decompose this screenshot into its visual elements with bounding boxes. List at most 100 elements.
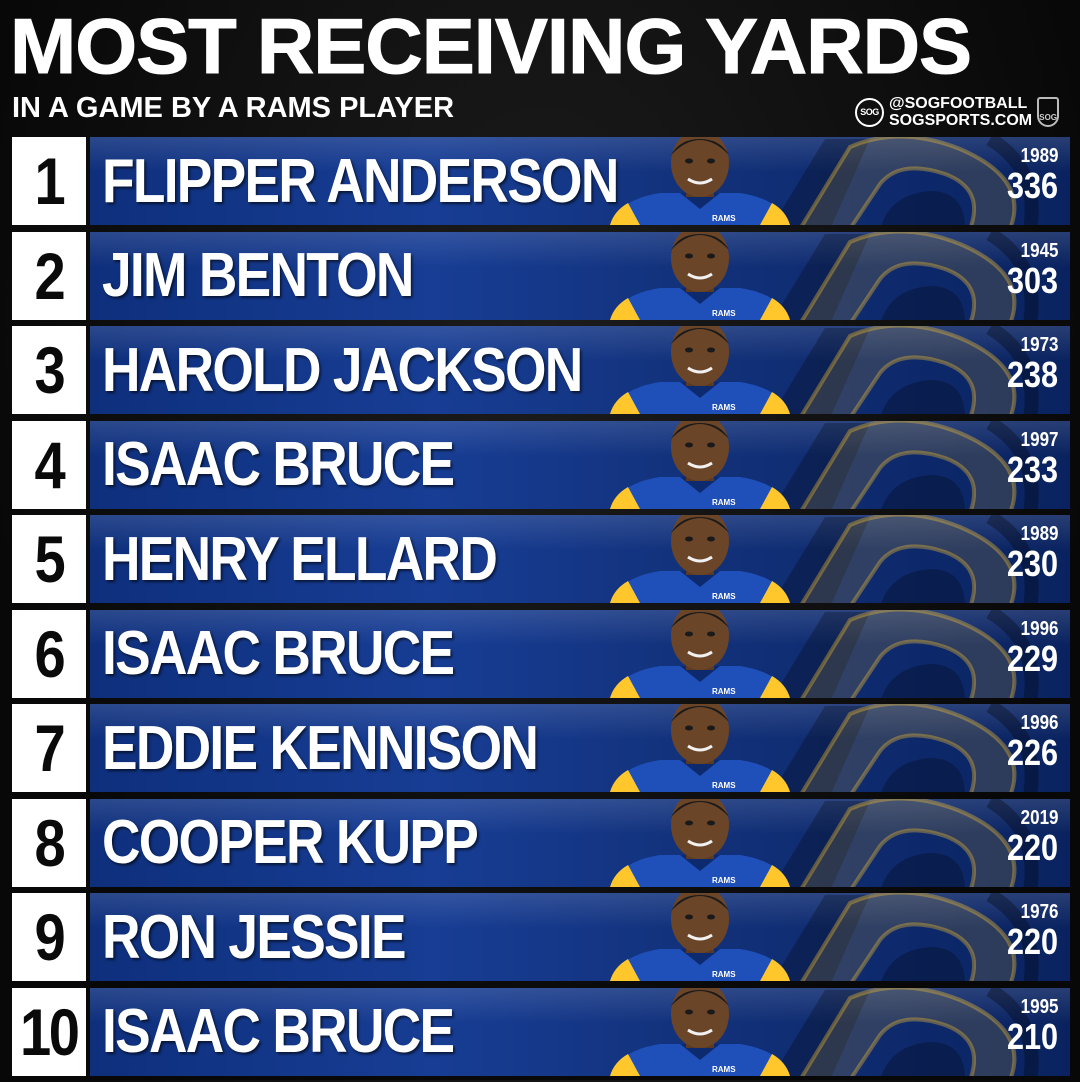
rank-box: 5 — [12, 515, 86, 603]
game-year: 1973 — [1020, 334, 1058, 356]
rank-number: 9 — [34, 900, 66, 974]
rank-number: 8 — [34, 805, 66, 880]
jersey-text: RAMS — [712, 498, 736, 507]
rams-logo-icon — [772, 987, 1039, 1076]
player-bar: RON JESSIE RAMS 1976 220 — [90, 893, 1070, 981]
rank-box: 9 — [12, 893, 86, 981]
ranking-row: 5 HENRY ELLARD — [12, 515, 1070, 603]
game-year: 1995 — [1020, 995, 1058, 1018]
stat-block: 1973 238 — [998, 334, 1058, 394]
receiving-yards: 226 — [1006, 732, 1058, 773]
player-name: HENRY ELLARD — [102, 524, 498, 594]
ranking-row: 2 JIM BENTON — [12, 231, 1070, 320]
bar-shine — [90, 798, 1070, 834]
ranking-list: 1 FLIPPER ANDERSON — [12, 137, 1070, 1082]
rams-logo-icon — [772, 326, 1039, 414]
player-bar: ISAAC BRUCE RAMS 1997 233 — [90, 420, 1070, 509]
rank-number: 7 — [34, 711, 66, 785]
ranking-row: 4 ISAAC BRUCE — [12, 420, 1070, 509]
brand-block: SOG @SOGFOOTBALL SOGSPORTS.COM SOG — [855, 92, 1060, 132]
player-bar: HAROLD JACKSON RAMS 1973 238 — [90, 326, 1070, 414]
player-photo: RAMS — [610, 987, 790, 1076]
bar-shine — [90, 893, 1070, 929]
page-subtitle: IN A GAME BY A RAMS PLAYER — [12, 92, 455, 124]
player-bar: HENRY ELLARD RAMS 1989 230 — [90, 515, 1070, 603]
rank-box: 2 — [12, 231, 86, 320]
player-name: ISAAC BRUCE — [102, 430, 455, 499]
rank-number: 5 — [34, 522, 66, 596]
rank-number: 10 — [20, 994, 80, 1069]
ranking-row: 6 ISAAC BRUCE — [12, 609, 1070, 698]
receiving-yards: 230 — [1006, 543, 1058, 584]
jersey-text: RAMS — [712, 970, 736, 979]
rank-box: 4 — [12, 420, 86, 509]
player-photo: RAMS — [610, 420, 790, 509]
shield-icon: SOG — [1037, 97, 1060, 127]
stat-block: 1976 220 — [998, 901, 1058, 961]
stat-block: 1989 336 — [998, 145, 1058, 205]
rams-logo-icon — [772, 420, 1039, 509]
player-bar: FLIPPER ANDERSON RAMS 1989 336 — [90, 137, 1070, 225]
social-handle: @SOGFOOTBALL — [889, 95, 1028, 112]
player-bar: JIM BENTON RAMS 1945 303 — [90, 231, 1070, 320]
rams-logo-icon — [772, 704, 1039, 792]
player-name: ISAAC BRUCE — [102, 997, 455, 1066]
rank-number: 2 — [34, 238, 66, 313]
player-bar: ISAAC BRUCE RAMS 1996 229 — [90, 609, 1070, 698]
game-year: 1989 — [1020, 523, 1058, 545]
bar-shine — [90, 420, 1070, 456]
jersey-text: RAMS — [712, 309, 736, 318]
receiving-yards: 210 — [1006, 1015, 1058, 1057]
game-year: 1997 — [1020, 428, 1058, 451]
rank-box: 8 — [12, 798, 86, 887]
player-name: RON JESSIE — [102, 902, 407, 972]
stat-block: 1996 229 — [998, 618, 1058, 678]
game-year: 1945 — [1020, 239, 1058, 262]
rank-box: 7 — [12, 704, 86, 792]
rams-logo-icon — [772, 515, 1039, 603]
player-name: COOPER KUPP — [102, 808, 479, 877]
jersey-text: RAMS — [712, 1065, 736, 1074]
game-year: 1989 — [1020, 145, 1058, 167]
bar-shine — [90, 987, 1070, 1023]
player-name: HAROLD JACKSON — [102, 335, 583, 405]
stat-block: 1945 303 — [998, 240, 1058, 300]
rank-box: 10 — [12, 987, 86, 1076]
rank-box: 1 — [12, 137, 86, 225]
player-name: EDDIE KENNISON — [102, 713, 539, 783]
rank-box: 3 — [12, 326, 86, 414]
receiving-yards: 303 — [1006, 259, 1058, 301]
rams-logo-icon — [772, 609, 1039, 698]
rank-number: 6 — [34, 616, 66, 691]
rams-logo-icon — [772, 798, 1039, 887]
stat-block: 1996 226 — [998, 712, 1058, 772]
receiving-yards: 229 — [1006, 637, 1058, 679]
player-name: ISAAC BRUCE — [102, 619, 455, 688]
player-name: FLIPPER ANDERSON — [102, 146, 619, 216]
jersey-text: RAMS — [712, 592, 736, 601]
game-year: 1976 — [1020, 901, 1058, 923]
rank-number: 4 — [34, 427, 66, 502]
player-bar: ISAAC BRUCE RAMS 1995 210 — [90, 987, 1070, 1076]
bar-shine — [90, 326, 1070, 362]
ranking-row: 10 ISAAC BRUCE — [12, 987, 1070, 1076]
player-photo: RAMS — [610, 231, 790, 320]
jersey-text: RAMS — [712, 214, 736, 223]
website: SOGSPORTS.COM — [889, 112, 1033, 129]
receiving-yards: 336 — [1006, 165, 1058, 206]
bar-shine — [90, 704, 1070, 740]
ranking-row: 1 FLIPPER ANDERSON — [12, 137, 1070, 225]
player-photo: RAMS — [610, 704, 790, 792]
player-bar: EDDIE KENNISON RAMS 1996 226 — [90, 704, 1070, 792]
ranking-row: 7 EDDIE KENNISON — [12, 704, 1070, 792]
sog-logo-icon: SOG — [855, 97, 884, 127]
receiving-yards: 238 — [1006, 354, 1058, 395]
brand-handles: @SOGFOOTBALL SOGSPORTS.COM — [889, 95, 1032, 129]
receiving-yards: 233 — [1006, 448, 1058, 490]
player-photo: RAMS — [610, 609, 790, 698]
bar-shine — [90, 609, 1070, 645]
game-year: 2019 — [1020, 806, 1058, 829]
receiving-yards: 220 — [1006, 921, 1058, 962]
stat-block: 1989 230 — [998, 523, 1058, 583]
player-photo: RAMS — [610, 326, 790, 414]
